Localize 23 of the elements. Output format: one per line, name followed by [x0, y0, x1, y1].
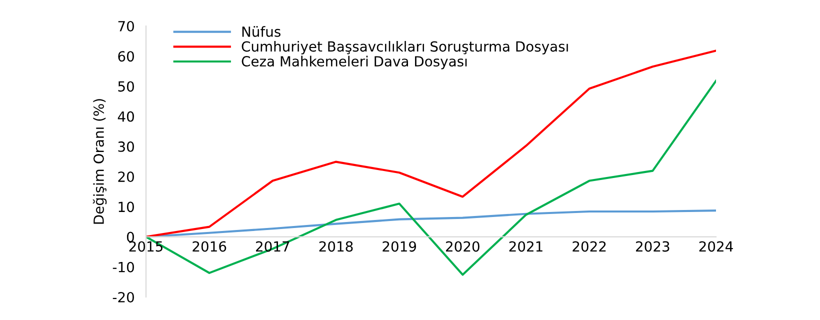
y-tick-label: 20	[118, 172, 134, 182]
x-tick-label: 2024	[699, 241, 733, 252]
x-tick-label: 2023	[636, 241, 670, 252]
y-tick-label: 10	[118, 202, 134, 212]
legend-label: Nüfus	[242, 26, 280, 37]
x-tick-label: 2020	[446, 241, 480, 252]
y-tick-label: 30	[118, 141, 134, 152]
legend-label: Cumhuriyet Başsavcılıkları Soruşturma Dosyası	[242, 40, 568, 54]
y-axis-title: Değişim Oranı (%)	[92, 99, 107, 224]
y-tick-label: 50	[118, 81, 134, 92]
x-tick-label: 2021	[509, 241, 542, 252]
y-tick-label: 40	[118, 111, 134, 122]
y-tick-label: 70	[118, 20, 134, 32]
y-tick-label: -10	[112, 262, 134, 272]
y-tick-label: 0	[126, 232, 134, 242]
x-tick-label: 2019	[382, 241, 416, 252]
legend-label: Ceza Mahkemeleri Dava Dosyası	[242, 56, 467, 70]
y-tick-label: -20	[112, 292, 134, 302]
x-tick-label: 2018	[319, 241, 353, 252]
x-tick-label: 2015	[129, 241, 162, 252]
x-tick-label: 2016	[192, 241, 226, 252]
x-tick-label: 2022	[572, 241, 606, 252]
y-tick-label: 60	[118, 51, 134, 62]
